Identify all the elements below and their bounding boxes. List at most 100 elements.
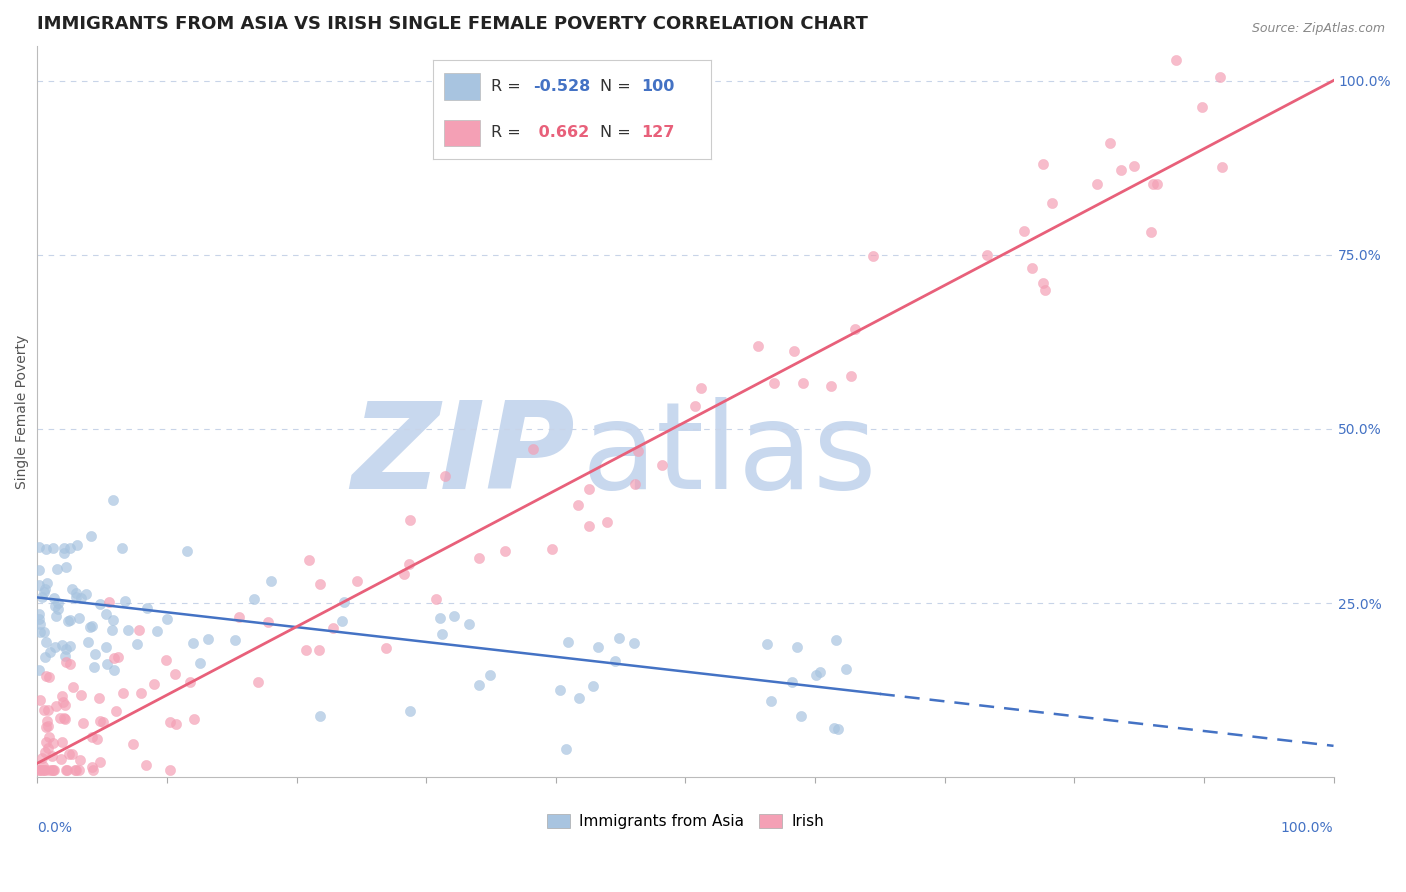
Point [35,635,58,649]
Point [44,591,66,606]
Point [101,493,124,508]
Point [35,542,58,557]
Point [28,624,51,639]
Point [578,519,600,533]
Point [32,763,55,777]
Point [32,624,55,639]
Point [478,667,501,681]
Point [80,760,103,774]
Point [34,582,56,596]
Point [135,758,157,772]
Point [104,704,127,718]
Point [53,541,76,555]
Text: atlas: atlas [582,397,877,514]
Point [28,540,51,554]
Point [82,763,104,777]
Point [62,747,84,761]
Point [1142,177,1164,191]
Point [827,722,849,736]
Point [89,597,111,611]
Text: IMMIGRANTS FROM ASIA VS IRISH SINGLE FEMALE POVERTY CORRELATION CHART: IMMIGRANTS FROM ASIA VS IRISH SINGLE FEM… [38,15,869,33]
Point [41,763,63,777]
Point [808,665,831,679]
Point [176,544,198,558]
Point [55,655,77,669]
Point [568,691,591,706]
Point [786,640,808,654]
Point [56,763,79,777]
Point [555,742,578,756]
Point [27,607,49,621]
Point [163,666,186,681]
Point [1033,283,1056,297]
Point [759,694,782,708]
Point [48,601,70,615]
Point [586,640,609,655]
Point [31,763,53,777]
Point [37,703,59,717]
Point [39,645,62,659]
Point [128,624,150,638]
Point [557,635,579,649]
Point [34,669,56,683]
Point [91,715,114,730]
Point [298,553,321,567]
Point [38,763,60,777]
Point [309,577,332,591]
Point [89,691,111,706]
Point [333,594,356,608]
Point [1140,225,1163,239]
Point [66,538,89,552]
Point [83,659,105,673]
Point [747,338,769,352]
Point [433,469,456,483]
Point [190,656,212,670]
Point [582,679,605,693]
Point [1146,177,1168,191]
Point [844,322,866,336]
Point [28,693,51,707]
Point [65,590,87,604]
Point [623,636,645,650]
Point [346,574,368,589]
Point [58,639,80,653]
Point [51,638,73,652]
Point [63,763,86,777]
Point [112,686,135,700]
Point [494,544,516,558]
Point [52,546,75,560]
Point [59,657,82,671]
Point [224,632,246,647]
Point [820,379,842,393]
Point [27,563,49,577]
Point [53,698,76,713]
Point [101,623,124,637]
Point [783,344,806,359]
Point [84,648,107,662]
Point [114,593,136,607]
Point [183,712,205,726]
Point [1040,196,1063,211]
Point [155,653,177,667]
Point [1032,157,1054,171]
Point [322,621,344,635]
Point [780,675,803,690]
Point [165,717,187,731]
Point [94,607,117,621]
Text: Source: ZipAtlas.com: Source: ZipAtlas.com [1251,22,1385,36]
Point [55,560,77,574]
Point [228,609,250,624]
Point [548,682,571,697]
Point [55,763,77,777]
Point [53,648,76,663]
Point [52,695,75,709]
Point [30,617,52,632]
Point [62,681,84,695]
Point [862,249,884,263]
Point [34,745,56,759]
Point [125,637,148,651]
Point [398,557,420,571]
Point [1211,160,1233,174]
Point [839,369,862,384]
Point [179,675,201,690]
